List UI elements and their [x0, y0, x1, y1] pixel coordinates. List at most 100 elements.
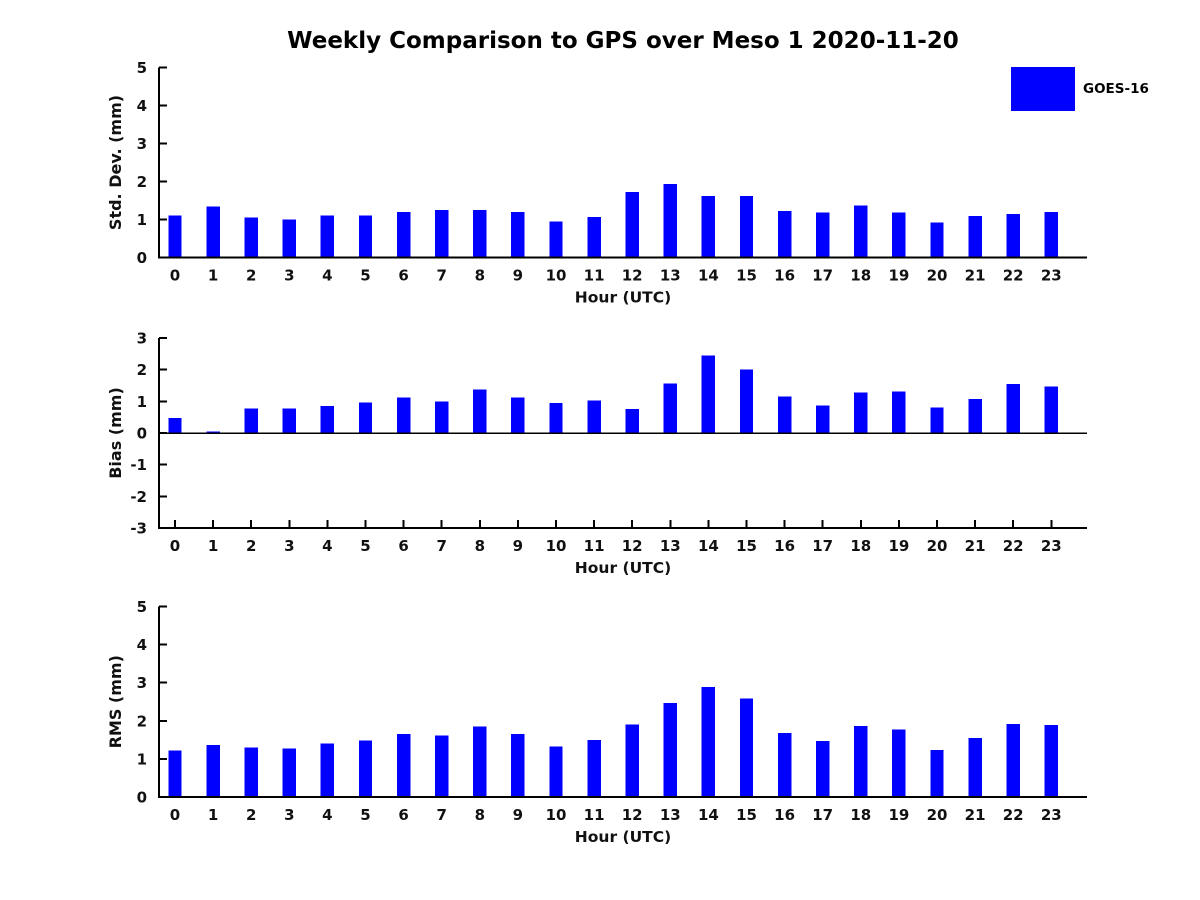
rms-x-tick-label: 10 — [546, 806, 567, 824]
bias-x-tick-label: 20 — [927, 537, 948, 555]
std-dev-bar-hour-11 — [587, 216, 601, 258]
bias-bar-hour-8 — [473, 389, 487, 433]
bias-x-tick-label: 19 — [888, 537, 909, 555]
std-dev-y-tick-label: 4 — [137, 97, 147, 115]
std-dev-x-tick-label: 5 — [360, 267, 370, 285]
std-dev-ylabel: Std. Dev. (mm) — [106, 95, 125, 230]
std-dev-x-tick-label: 7 — [436, 267, 446, 285]
bias-bar-hour-19 — [892, 391, 906, 433]
std-dev-bar-hour-16 — [777, 211, 792, 258]
bias-x-tick-label: 14 — [698, 537, 719, 555]
std-dev-x-tick-label: 14 — [698, 267, 719, 285]
rms-y-tick-label: 3 — [137, 674, 147, 692]
bias-bar-hour-20 — [930, 407, 944, 433]
bias-bar-hour-12 — [625, 408, 639, 433]
rms-bar-hour-21 — [968, 737, 982, 797]
rms-bar-hour-4 — [320, 743, 335, 797]
std-dev-bar-hour-13 — [663, 184, 677, 258]
std-dev-bar-hour-23 — [1044, 211, 1058, 258]
std-dev-x-tick-label: 0 — [170, 267, 180, 285]
std-dev-bar-hour-2 — [244, 217, 258, 258]
std-dev-bar-hour-0 — [168, 215, 182, 258]
rms-bar-hour-6 — [396, 733, 411, 797]
std-dev-bar-hour-15 — [739, 195, 754, 258]
bias-y-tick-label: -2 — [130, 488, 147, 506]
bias-x-tick-label: 7 — [436, 537, 446, 555]
std-dev-x-tick-label: 6 — [398, 267, 408, 285]
rms-y-tick-label: 2 — [137, 712, 147, 730]
rms-bar-hour-14 — [701, 686, 716, 797]
rms-x-tick-label: 13 — [660, 806, 681, 824]
rms-x-tick-label: 12 — [622, 806, 643, 824]
bias-x-tick-label: 21 — [965, 537, 986, 555]
std-dev-bar-hour-10 — [549, 221, 563, 258]
std-dev-y-tick-label: 1 — [137, 211, 147, 229]
std-dev-bar-hour-12 — [625, 192, 639, 258]
bias-ylabel: Bias (mm) — [106, 387, 125, 479]
rms-bar-hour-20 — [930, 750, 944, 797]
bias-bar-hour-5 — [358, 402, 373, 433]
rms-xlabel: Hour (UTC) — [575, 828, 671, 846]
bias-x-tick-label: 8 — [475, 537, 485, 555]
std-dev-x-tick-label: 10 — [546, 267, 567, 285]
std-dev-x-tick-label: 4 — [322, 267, 332, 285]
bias-bar-hour-6 — [396, 397, 411, 433]
std-dev-x-tick-label: 2 — [246, 267, 256, 285]
chart-title: Weekly Comparison to GPS over Meso 1 202… — [287, 28, 959, 54]
bias-x-tick-label: 2 — [246, 537, 256, 555]
bias-x-tick-label: 9 — [513, 537, 523, 555]
rms-x-tick-label: 19 — [888, 806, 909, 824]
rms-bar-hour-16 — [777, 732, 792, 797]
bias-x-tick-label: 12 — [622, 537, 643, 555]
rms-x-tick-label: 23 — [1041, 806, 1062, 824]
rms-y-tick-label: 5 — [137, 598, 147, 616]
bias-bar-hour-22 — [1006, 384, 1020, 433]
bias-y-tick-label: -1 — [130, 456, 147, 474]
bias-y-tick-label: 2 — [137, 361, 147, 379]
std-dev-x-tick-label: 23 — [1041, 267, 1062, 285]
bias-x-tick-label: 15 — [736, 537, 757, 555]
rms-bar-hour-0 — [168, 750, 182, 797]
std-dev-x-tick-label: 13 — [660, 267, 681, 285]
bias-y-tick-label: 1 — [137, 393, 147, 411]
bias-bar-hour-13 — [663, 383, 677, 433]
std-dev-x-tick-label: 3 — [284, 267, 294, 285]
bias-x-tick-label: 6 — [398, 537, 408, 555]
bias-x-tick-label: 5 — [360, 537, 370, 555]
std-dev-bar-hour-22 — [1006, 214, 1020, 258]
rms-x-tick-label: 1 — [208, 806, 218, 824]
bias-bar-hour-23 — [1044, 386, 1058, 433]
std-dev-bar-hour-21 — [968, 216, 982, 258]
rms-bar-hour-23 — [1044, 724, 1058, 797]
bias-bar-hour-14 — [701, 355, 716, 433]
bias-x-tick-label: 11 — [584, 537, 605, 555]
rms-bar-hour-7 — [435, 735, 449, 797]
rms-bar-hour-15 — [739, 698, 754, 797]
legend: GOES-16 — [1011, 67, 1149, 111]
std-dev-x-tick-label: 22 — [1003, 267, 1024, 285]
bias-bar-hour-3 — [282, 408, 296, 433]
rms-x-tick-label: 4 — [322, 806, 332, 824]
std-dev-y-tick-label: 5 — [137, 59, 147, 77]
rms-x-tick-label: 5 — [360, 806, 370, 824]
std-dev-x-tick-label: 11 — [584, 267, 605, 285]
rms-bar-hour-19 — [892, 729, 906, 797]
bias-x-tick-label: 18 — [850, 537, 871, 555]
bias-bar-hour-17 — [816, 405, 830, 433]
rms-x-tick-label: 8 — [475, 806, 485, 824]
rms-x-tick-label: 22 — [1003, 806, 1024, 824]
rms-x-tick-label: 9 — [513, 806, 523, 824]
bias-bar-hour-9 — [511, 397, 525, 433]
bias-bar-hour-11 — [587, 400, 601, 433]
bias-y-tick-label: -3 — [130, 520, 147, 538]
std-dev-x-tick-label: 20 — [927, 267, 948, 285]
bias-bar-hour-21 — [968, 398, 982, 433]
rms-x-tick-label: 17 — [812, 806, 833, 824]
std-dev-bar-hour-8 — [473, 210, 487, 258]
rms-bar-hour-10 — [549, 746, 563, 797]
std-dev-x-tick-label: 18 — [850, 267, 871, 285]
bias-x-tick-label: 23 — [1041, 537, 1062, 555]
std-dev-bar-hour-19 — [892, 212, 906, 258]
